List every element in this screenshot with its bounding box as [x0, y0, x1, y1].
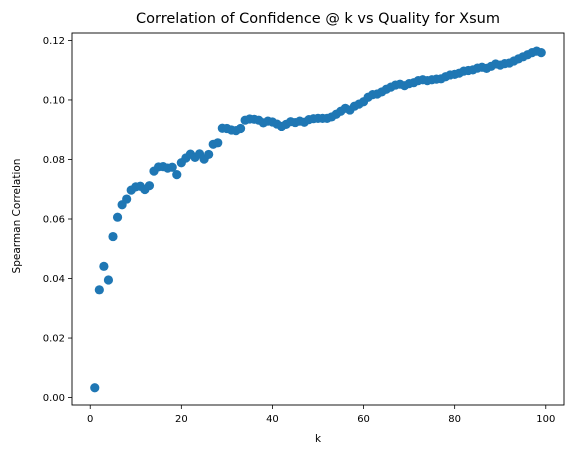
data-point	[213, 138, 223, 148]
x-tick-label: 0	[87, 414, 93, 425]
data-point	[112, 212, 123, 222]
x-tick-label: 100	[536, 414, 555, 425]
y-tick-label: 0.04	[43, 274, 65, 285]
data-point	[167, 162, 177, 172]
y-axis-label: Spearman Correlation	[11, 159, 23, 274]
data-point	[235, 123, 246, 134]
data-point	[144, 181, 155, 191]
data-point	[90, 383, 100, 393]
y-tick-label: 0.12	[43, 36, 65, 47]
data-point	[108, 231, 118, 242]
y-tick-label: 0.08	[43, 155, 65, 166]
y-tick-label: 0.10	[43, 96, 65, 107]
x-tick-label: 60	[357, 414, 370, 425]
y-tick-label: 0.00	[43, 393, 65, 404]
x-tick-label: 80	[448, 414, 461, 425]
x-axis-label: k	[315, 433, 322, 445]
data-point	[94, 285, 104, 295]
data-point	[103, 275, 114, 285]
x-axis-ticks: 0 20 40 60 80 100	[87, 405, 555, 425]
y-tick-label: 0.02	[43, 334, 65, 345]
data-points	[90, 46, 546, 393]
data-point	[99, 261, 109, 271]
y-axis-ticks: 0.00 0.02 0.04 0.06 0.08 0.10 0.12	[43, 36, 72, 404]
y-tick-label: 0.06	[43, 215, 65, 226]
data-point	[204, 149, 214, 160]
x-tick-label: 20	[175, 414, 188, 425]
data-point	[536, 48, 546, 58]
data-point	[122, 194, 132, 204]
chart-title: Correlation of Confidence @ k vs Quality…	[136, 11, 500, 27]
data-point	[172, 170, 182, 180]
x-tick-label: 40	[266, 414, 279, 425]
